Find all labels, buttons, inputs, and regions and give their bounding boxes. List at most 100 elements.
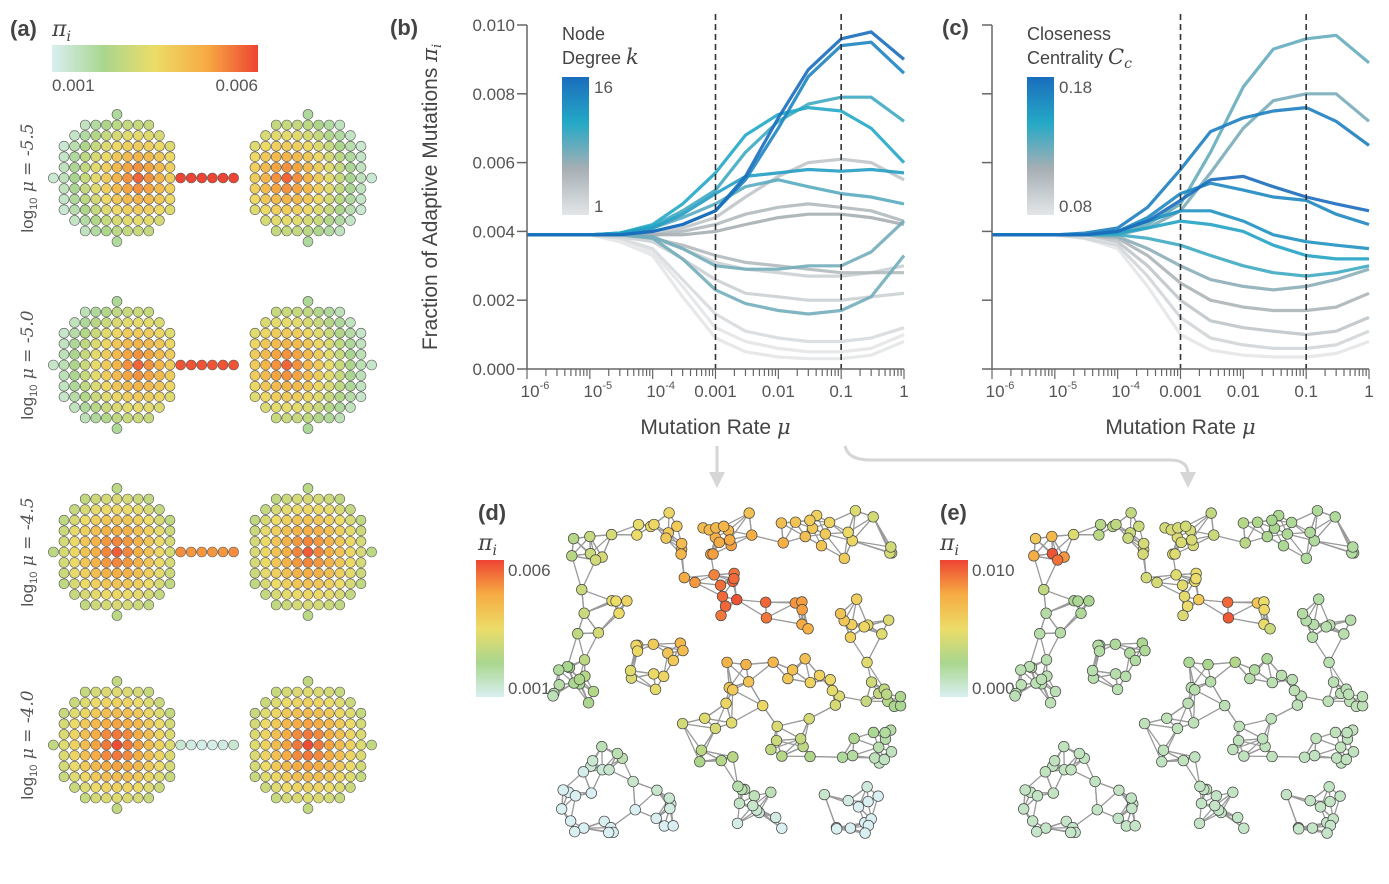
node xyxy=(143,707,155,719)
node xyxy=(1320,621,1332,633)
node xyxy=(844,822,857,834)
node xyxy=(101,172,112,184)
node xyxy=(122,172,133,184)
node xyxy=(313,771,324,783)
node xyxy=(334,525,346,537)
node xyxy=(122,215,133,226)
node xyxy=(249,338,261,350)
node xyxy=(270,183,282,194)
node xyxy=(69,514,80,526)
y-axis-label: Fraction of Adaptive Mutations πi xyxy=(418,44,445,350)
node xyxy=(260,578,271,590)
node xyxy=(58,729,70,740)
node xyxy=(132,306,144,318)
node xyxy=(90,599,102,611)
node xyxy=(323,718,335,730)
node xyxy=(313,525,324,537)
node xyxy=(1248,664,1261,676)
node xyxy=(292,151,303,163)
node xyxy=(355,391,367,403)
node xyxy=(164,546,176,558)
node xyxy=(1204,676,1217,688)
node xyxy=(859,827,871,839)
node xyxy=(164,391,176,403)
node xyxy=(122,792,133,804)
node xyxy=(111,546,123,558)
node xyxy=(111,140,123,152)
row-label-text: μ = -4.0 xyxy=(18,690,38,764)
node xyxy=(69,402,80,413)
node xyxy=(58,739,70,751)
node xyxy=(69,370,80,381)
edge xyxy=(852,540,891,554)
node xyxy=(164,370,176,381)
node xyxy=(249,771,261,783)
node xyxy=(323,493,335,505)
node xyxy=(111,567,123,579)
node xyxy=(111,686,123,698)
dumbbell-row: log10 μ = -5.0 xyxy=(18,296,377,434)
node xyxy=(101,130,112,141)
node xyxy=(1313,593,1325,605)
node xyxy=(302,183,314,194)
x-axis-label-text: Mutation Rate xyxy=(1105,416,1242,439)
node xyxy=(573,673,586,685)
node xyxy=(164,349,176,360)
node xyxy=(727,684,739,696)
node xyxy=(249,151,261,163)
node xyxy=(101,525,112,537)
node xyxy=(79,327,91,339)
node xyxy=(101,193,112,205)
node xyxy=(345,760,356,772)
node xyxy=(101,546,112,558)
node xyxy=(1193,817,1206,830)
node xyxy=(260,317,271,328)
node xyxy=(270,599,282,611)
node xyxy=(58,359,70,371)
x-tick-label: 10-5 xyxy=(583,380,612,401)
node xyxy=(58,391,70,403)
node xyxy=(111,119,123,131)
node xyxy=(302,412,314,424)
node xyxy=(713,536,725,548)
node xyxy=(143,718,155,730)
node xyxy=(111,162,123,173)
node xyxy=(122,162,133,173)
node xyxy=(270,739,282,751)
node xyxy=(802,623,814,635)
node xyxy=(1275,669,1288,682)
node xyxy=(260,130,271,141)
node xyxy=(111,803,123,814)
x-tick-label: 0.001 xyxy=(694,382,737,401)
node xyxy=(323,338,335,350)
node xyxy=(122,536,133,547)
x-axis-label-symbol: μ xyxy=(1242,415,1256,439)
node xyxy=(281,536,293,547)
node xyxy=(313,739,324,751)
node xyxy=(872,790,884,802)
node xyxy=(366,172,377,184)
node xyxy=(69,525,80,537)
edge xyxy=(1193,705,1226,724)
node xyxy=(834,607,847,620)
node xyxy=(270,391,282,403)
node xyxy=(143,327,155,339)
node xyxy=(260,729,271,740)
x-tick-base: 0.01 xyxy=(762,382,795,401)
node xyxy=(323,525,335,537)
node xyxy=(164,162,176,173)
node xyxy=(260,697,271,708)
node xyxy=(111,739,123,751)
node xyxy=(567,533,580,545)
node xyxy=(122,317,133,328)
node xyxy=(260,782,271,793)
node xyxy=(154,525,165,537)
edge xyxy=(1228,617,1265,625)
node xyxy=(79,130,91,141)
node xyxy=(270,151,282,163)
node xyxy=(757,700,769,712)
node xyxy=(302,557,314,568)
node xyxy=(292,130,303,141)
node xyxy=(270,306,282,318)
